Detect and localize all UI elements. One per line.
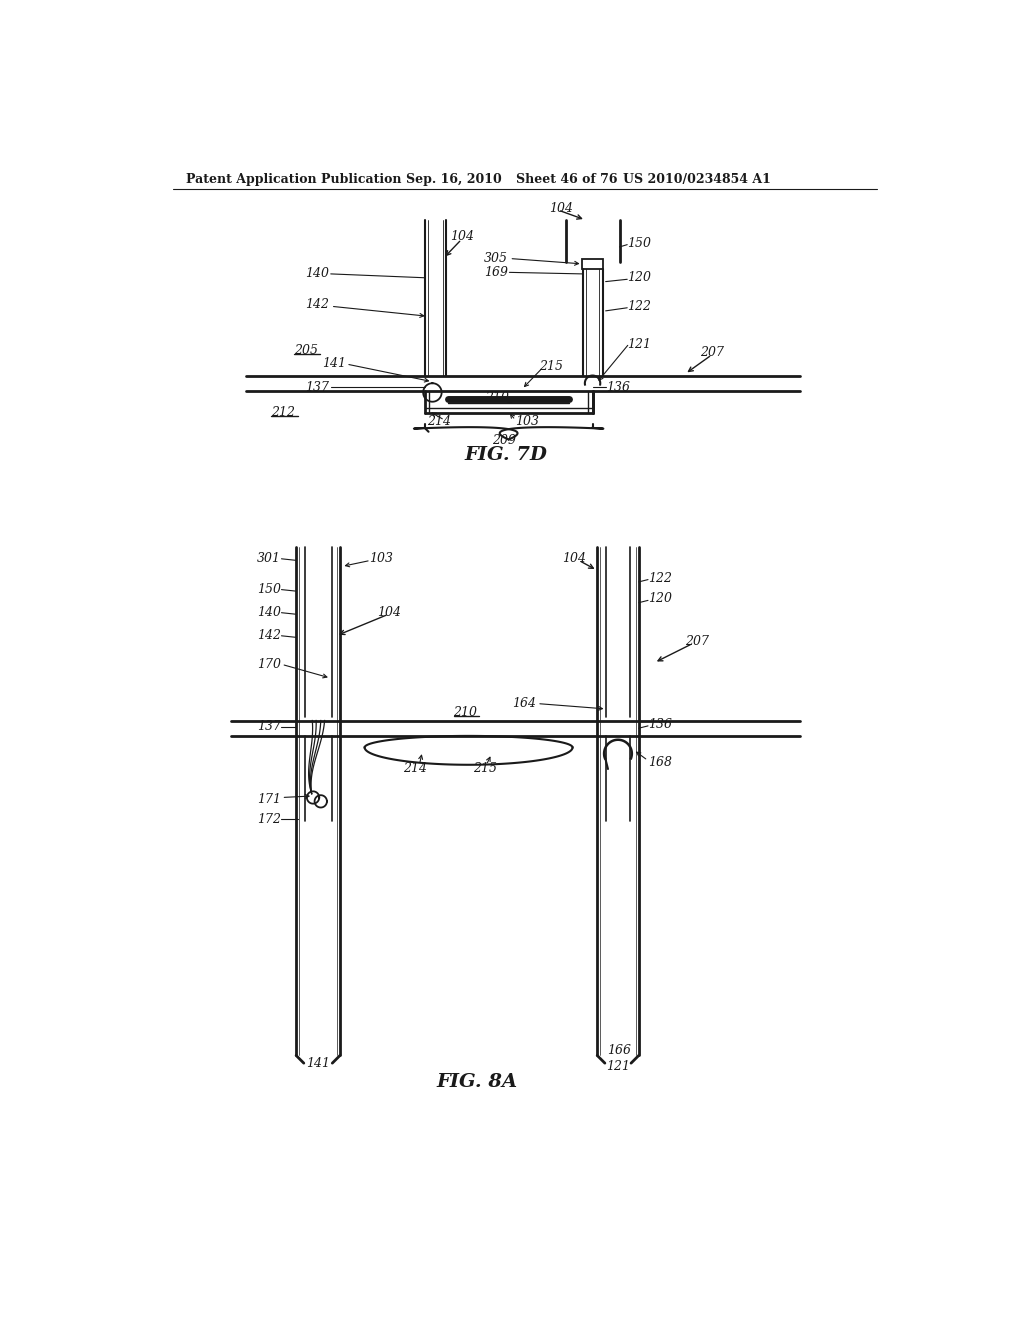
Text: 305: 305: [484, 252, 508, 265]
Text: 141: 141: [306, 1056, 331, 1069]
Text: 164: 164: [512, 697, 537, 710]
Text: 214: 214: [403, 762, 427, 775]
Text: 168: 168: [648, 755, 672, 768]
Text: 209: 209: [492, 434, 516, 447]
Text: 104: 104: [549, 202, 572, 215]
Text: 141: 141: [323, 358, 346, 371]
Text: 207: 207: [700, 346, 724, 359]
Text: US 2010/0234854 A1: US 2010/0234854 A1: [624, 173, 771, 186]
Text: 166: 166: [607, 1044, 632, 1056]
Text: 122: 122: [648, 572, 672, 585]
Text: 210: 210: [484, 391, 509, 404]
Text: Sep. 16, 2010: Sep. 16, 2010: [407, 173, 502, 186]
Text: 207: 207: [685, 635, 709, 648]
Text: 136: 136: [606, 380, 631, 393]
Text: 210: 210: [454, 706, 477, 719]
Text: 170: 170: [257, 657, 281, 671]
Text: 212: 212: [271, 407, 296, 418]
Text: 301: 301: [257, 552, 281, 565]
Text: FIG. 8A: FIG. 8A: [436, 1073, 517, 1092]
Text: 205: 205: [294, 345, 317, 358]
Text: 215: 215: [473, 762, 497, 775]
Text: 137: 137: [257, 721, 281, 733]
Text: 122: 122: [628, 300, 651, 313]
Text: Sheet 46 of 76: Sheet 46 of 76: [515, 173, 617, 186]
Text: 172: 172: [257, 813, 281, 825]
Text: 103: 103: [370, 552, 393, 565]
Text: 150: 150: [257, 583, 281, 597]
Text: 215: 215: [539, 360, 562, 372]
Text: Patent Application Publication: Patent Application Publication: [186, 173, 401, 186]
Text: 120: 120: [648, 593, 672, 606]
Text: 104: 104: [562, 552, 586, 565]
Text: 137: 137: [305, 380, 330, 393]
Text: 120: 120: [628, 271, 651, 284]
Bar: [582, 259, 603, 268]
Text: 150: 150: [628, 236, 651, 249]
Text: 104: 104: [451, 231, 474, 243]
Text: 142: 142: [305, 298, 330, 312]
Text: FIG. 7D: FIG. 7D: [464, 446, 547, 463]
Text: 104: 104: [377, 606, 401, 619]
Text: 214: 214: [427, 416, 451, 428]
Text: 140: 140: [257, 606, 281, 619]
Text: 121: 121: [606, 1060, 630, 1073]
Text: 103: 103: [515, 416, 540, 428]
Text: 136: 136: [648, 718, 672, 731]
Text: 140: 140: [305, 268, 330, 280]
Text: 142: 142: [257, 630, 281, 643]
Text: 171: 171: [257, 792, 281, 805]
Text: 121: 121: [628, 338, 651, 351]
Text: 169: 169: [484, 265, 508, 279]
